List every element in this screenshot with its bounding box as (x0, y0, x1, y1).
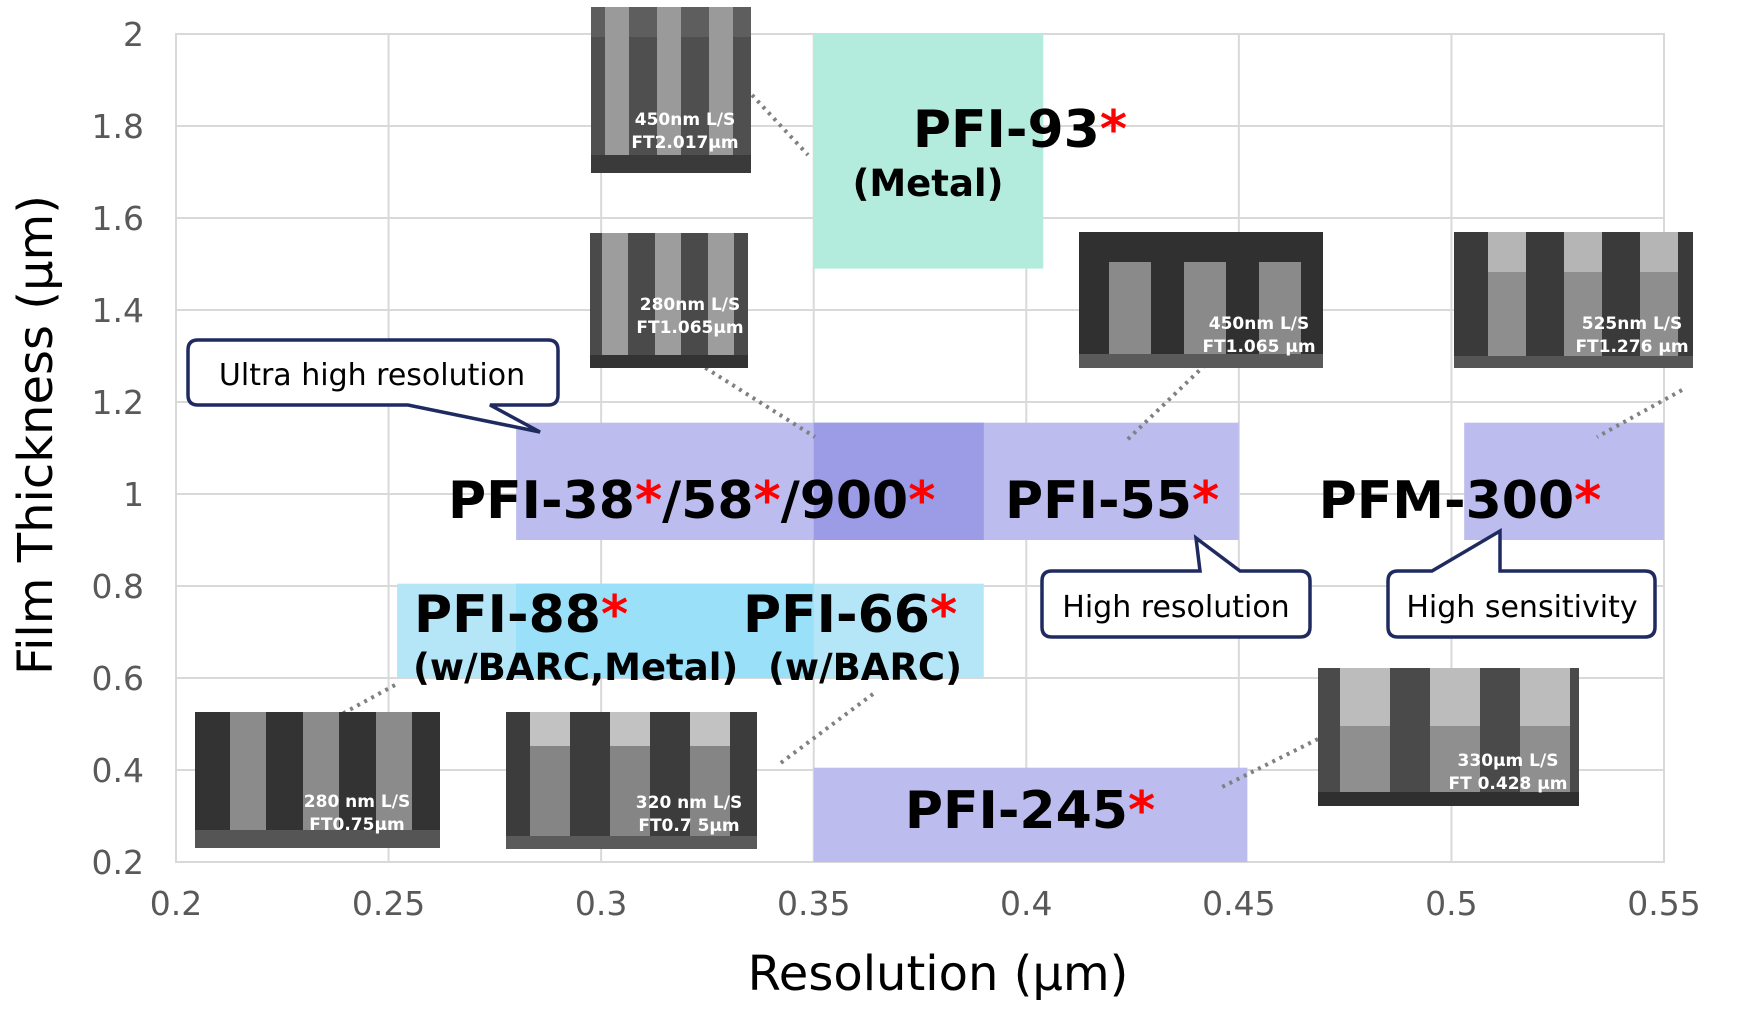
callout-ultra-text: Ultra high resolution (219, 358, 525, 393)
y-tick-label: 1 (123, 475, 144, 514)
callout-high-sensitivity: High sensitivity (1386, 527, 1657, 639)
label-pfm300: PFM-300* (1319, 471, 1602, 531)
y-tick-label: 0.8 (92, 567, 144, 606)
region-pfi-93 (813, 34, 1044, 269)
region-overlap (813, 422, 984, 540)
region-pfi-245 (813, 767, 1248, 862)
connector-pfm300 (1596, 388, 1683, 439)
sem-label: 320 nm L/S (636, 793, 742, 813)
sem-pfi245: 330μm L/S FT 0.428 μm (1318, 668, 1579, 806)
sem-pfi66: 320 nm L/S FT0.7 5μm (506, 712, 757, 849)
connector-pfi38 (683, 353, 817, 439)
connector-pfi55 (1125, 363, 1207, 442)
sem-pfi93: 450nm L/S FT2.017μm (591, 7, 751, 173)
axis-ticks: 0.2 0.25 0.3 0.35 0.4 0.45 0.5 0.55 0.2 0.4 0.6 0.8… (92, 15, 1701, 923)
x-tick-label: 0.45 (1202, 884, 1275, 923)
product-regions (397, 34, 1664, 862)
connector-pfi88 (297, 683, 396, 740)
x-tick-label: 0.3 (575, 884, 627, 923)
sem-label: 330μm L/S (1458, 751, 1559, 771)
label-pfi88-sub: (w/BARC,Metal) (413, 646, 738, 689)
x-tick-label: 0.55 (1627, 884, 1700, 923)
y-tick-label: 1.6 (92, 199, 144, 238)
label-pfi88: PFI-88* (414, 585, 628, 645)
x-axis-title: Resolution (μm) (748, 946, 1129, 1002)
connector-pfi93 (750, 93, 810, 157)
x-tick-label: 0.2 (150, 884, 202, 923)
x-tick-label: 0.35 (777, 884, 850, 923)
region-overlap-cyan (516, 583, 814, 678)
sem-label: FT 0.428 μm (1448, 774, 1567, 794)
connector-lines (297, 93, 1683, 789)
callout-ultra-high-resolution: Ultra high resolution (186, 338, 560, 434)
sem-pfi88: 280 nm L/S FT0.75μm (195, 712, 440, 848)
label-pfi245: PFI-245* (905, 781, 1155, 841)
x-tick-label: 0.4 (1000, 884, 1052, 923)
y-tick-label: 1.4 (92, 291, 144, 330)
sem-pfi55: 450nm L/S FT1.065 μm (1079, 232, 1323, 368)
label-pfi55: PFI-55* (1005, 471, 1219, 531)
label-pfi93-sub: (Metal) (852, 162, 1003, 205)
callout-high-res-text: High resolution (1062, 590, 1289, 625)
y-tick-label: 0.6 (92, 659, 144, 698)
y-tick-label: 1.2 (92, 383, 144, 422)
callout-high-resolution: High resolution (1040, 534, 1312, 639)
sem-label: 450nm L/S (1209, 314, 1310, 334)
y-axis-title: Film Thickness (μm) (8, 195, 64, 675)
callout-high-sens-text: High sensitivity (1406, 590, 1637, 625)
y-tick-label: 0.4 (92, 751, 144, 790)
y-tick-label: 0.2 (92, 843, 144, 882)
x-tick-label: 0.5 (1425, 884, 1477, 923)
label-pfi66: PFI-66* (743, 585, 957, 645)
sem-label: FT1.065μm (636, 318, 743, 338)
sem-label: 525nm L/S (1582, 314, 1683, 334)
sem-label: 280nm L/S (640, 295, 741, 315)
connector-pfi245 (1221, 737, 1319, 789)
region-pfm-300 (1464, 422, 1664, 540)
sem-pfm300: 525nm L/S FT1.276 μm (1454, 232, 1693, 368)
label-pfi38-58-900: PFI-38*/58*/900* (448, 471, 935, 531)
sem-label: FT1.065 μm (1202, 337, 1315, 357)
sem-label: FT0.7 5μm (638, 816, 739, 836)
sem-label: 450nm L/S (635, 110, 736, 130)
label-pfi66-sub: (w/BARC) (768, 646, 962, 689)
label-pfi93: PFI-93* (913, 100, 1127, 160)
x-tick-label: 0.25 (352, 884, 425, 923)
sem-label: FT2.017μm (631, 133, 738, 153)
connector-pfi66 (776, 692, 875, 767)
sem-label: FT1.276 μm (1575, 337, 1688, 357)
sem-label: 280 nm L/S (304, 792, 410, 812)
y-tick-label: 2 (123, 15, 144, 54)
y-tick-label: 1.8 (92, 107, 144, 146)
sem-label: FT0.75μm (309, 815, 404, 835)
sem-pfi38: 280nm L/S FT1.065μm (590, 233, 748, 368)
